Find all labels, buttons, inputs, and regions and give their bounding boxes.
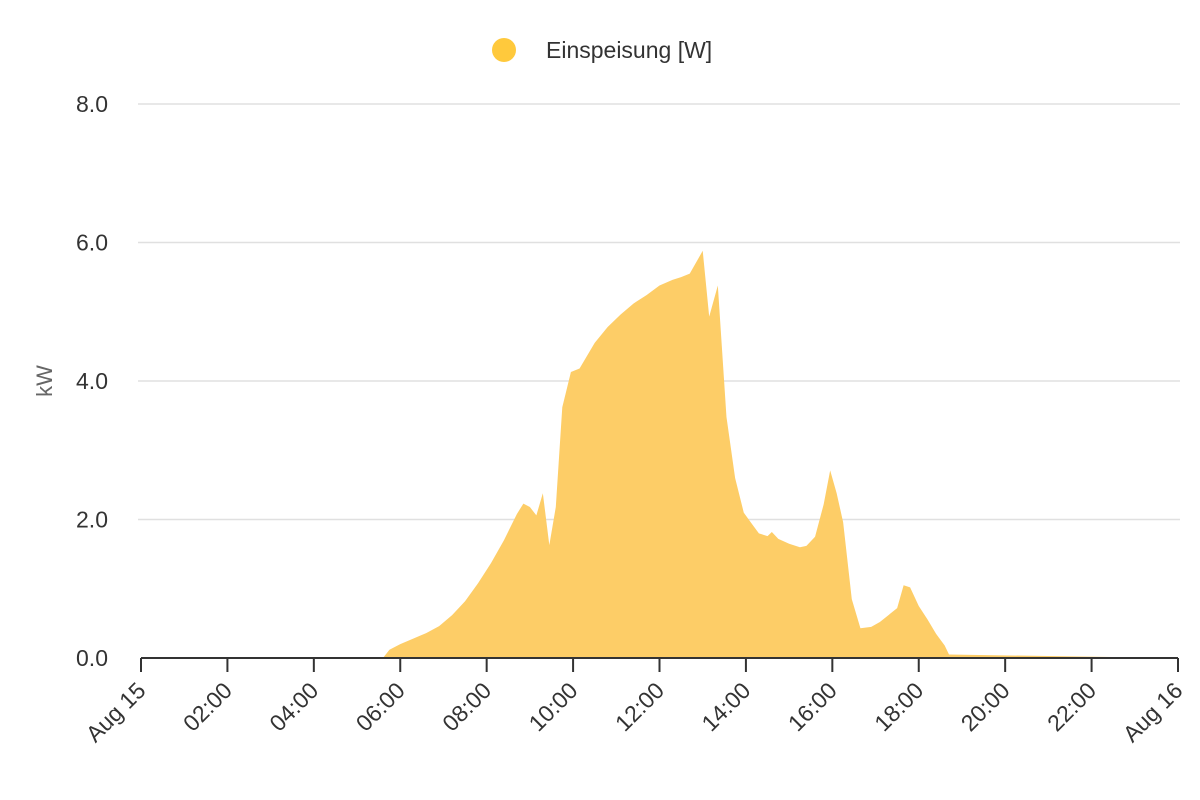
x-tick-label: 10:00: [524, 677, 583, 736]
x-tick-label: 20:00: [956, 677, 1015, 736]
series-area: [141, 250, 1178, 658]
legend-marker: [492, 38, 516, 62]
x-tick-label: 04:00: [264, 677, 323, 736]
x-tick-label: 14:00: [696, 677, 755, 736]
x-tick-label: 06:00: [351, 677, 410, 736]
x-tick-label: 02:00: [178, 677, 237, 736]
x-axis: Aug 15 02:00 04:00 06:00 08:00 10:00 12:00 14:0…: [81, 657, 1188, 747]
y-tick-label: 6.0: [76, 230, 108, 256]
einspeisung-area: [141, 250, 1178, 658]
x-tick-label: 16:00: [783, 677, 842, 736]
x-tick-label: 08:00: [437, 677, 496, 736]
x-tick-label: 22:00: [1042, 677, 1101, 736]
y-tick-label: 0.0: [76, 645, 108, 671]
y-tick-label: 8.0: [76, 91, 108, 117]
x-tick-label: 18:00: [869, 677, 928, 736]
y-tick-label: 4.0: [76, 368, 108, 394]
x-tick-label: Aug 15: [81, 677, 151, 747]
y-axis-title: kW: [32, 365, 57, 397]
legend[interactable]: Einspeisung [W]: [492, 37, 712, 63]
legend-label: Einspeisung [W]: [546, 37, 712, 63]
y-tick-label: 2.0: [76, 507, 108, 533]
x-tick-label: Aug 16: [1118, 677, 1188, 747]
x-tick-label: 12:00: [610, 677, 669, 736]
y-axis: 0.0 2.0 4.0 6.0 8.0: [76, 91, 108, 671]
